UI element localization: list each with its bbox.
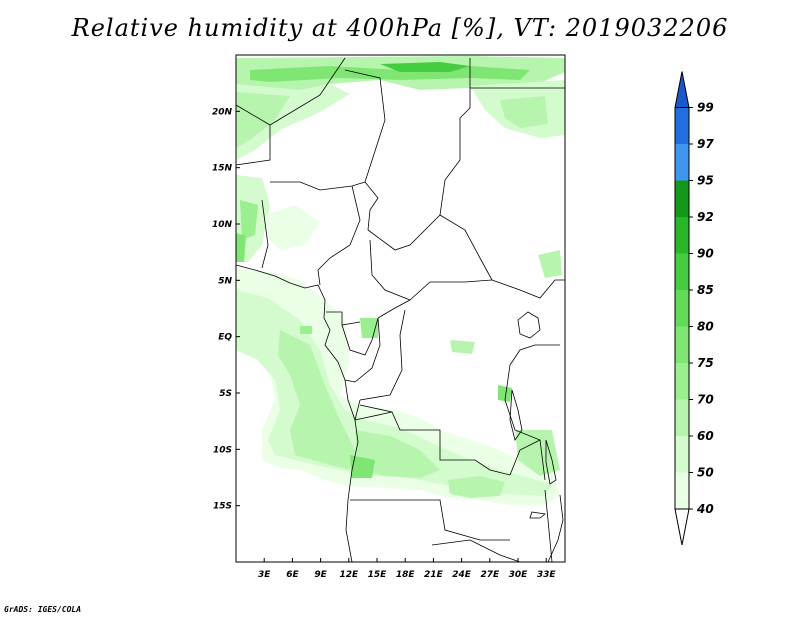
colorbar-label: 95 xyxy=(697,174,714,188)
map-frame xyxy=(235,54,566,563)
lon-tick-label: 33E xyxy=(537,570,557,580)
colorbar-segment xyxy=(675,326,689,363)
lon-tick-label: 21E xyxy=(424,570,444,580)
lon-tick-label: 24E xyxy=(452,570,472,580)
coastline xyxy=(547,494,564,563)
lon-tick-label: 6E xyxy=(286,570,299,580)
colorbar-label: 85 xyxy=(697,283,714,297)
lat-tick-label: 5S xyxy=(219,389,232,399)
lon-tick-label: 12E xyxy=(339,570,359,580)
lat-tick-label: 15S xyxy=(213,502,232,512)
humidity-area xyxy=(498,385,512,402)
lon-tick-label: 27E xyxy=(480,570,500,580)
colorbar-label: 97 xyxy=(697,137,714,151)
colorbar-segment xyxy=(675,436,689,473)
lake xyxy=(529,511,546,519)
humidity-area xyxy=(240,200,258,240)
humidity-area xyxy=(350,455,375,478)
colorbar-segment xyxy=(675,472,689,509)
colorbar-segment xyxy=(675,180,689,217)
humidity-area xyxy=(538,250,562,278)
humidity-shading xyxy=(236,56,565,505)
lon-tick-label: 3E xyxy=(258,570,271,580)
lon-tick-label: 30E xyxy=(509,570,529,580)
colorbar-lower-extend xyxy=(674,508,690,546)
lat-tick-label: EQ xyxy=(218,333,232,343)
humidity-area xyxy=(500,96,548,128)
country-borders xyxy=(235,57,565,563)
colorbar-segment xyxy=(675,253,689,290)
humidity-area xyxy=(450,340,475,354)
colorbar-upper-extend xyxy=(674,71,690,108)
lon-tick-label: 15E xyxy=(368,570,388,580)
humidity-area xyxy=(250,66,530,82)
longitude-axis: 3E 6E 9E 12E 15E 18E 21E 24E 27E 30E 33E xyxy=(258,558,556,580)
humidity-area xyxy=(515,430,560,476)
lon-tick-label: 9E xyxy=(314,570,327,580)
colorbar-label: 99 xyxy=(697,101,714,115)
humidity-area xyxy=(300,326,312,334)
lake xyxy=(509,389,523,441)
colorbar-label: 92 xyxy=(697,210,714,224)
colorbar-segment xyxy=(675,290,689,327)
colorbar-label: 75 xyxy=(697,356,714,370)
colorbar-label: 50 xyxy=(697,466,714,480)
latitude-axis: 20N 15N 10N 5N EQ 5S 10S 15S xyxy=(212,107,240,512)
colorbar-segment xyxy=(675,399,689,436)
humidity-area xyxy=(380,62,470,72)
lat-tick-label: 10S xyxy=(213,445,232,455)
humidity-area xyxy=(236,92,290,148)
lat-tick-label: 5N xyxy=(218,276,232,286)
coastline xyxy=(235,264,359,563)
lat-tick-label: 10N xyxy=(212,220,233,230)
lat-tick-label: 20N xyxy=(212,107,233,117)
lon-tick-label: 18E xyxy=(396,570,416,580)
humidity-area xyxy=(355,430,440,478)
humidity-area xyxy=(278,330,355,470)
map-title: Relative humidity at 400hPa [%], VT: 201… xyxy=(71,14,729,42)
colorbar-label: 80 xyxy=(697,320,714,334)
colorbar-label: 90 xyxy=(697,247,714,261)
lake xyxy=(545,439,557,485)
credit-label: GrADS: IGES/COLA xyxy=(4,605,82,614)
colorbar-segment xyxy=(675,144,689,181)
colorbar-label: 70 xyxy=(697,393,714,407)
lat-tick-label: 15N xyxy=(212,164,233,174)
color-legend: 40 50 60 70 75 80 85 90 92 95 97 99 xyxy=(674,71,714,546)
lake xyxy=(517,311,541,339)
colorbar-segment xyxy=(675,107,689,144)
colorbar-label: 60 xyxy=(697,429,714,443)
colorbar-segment xyxy=(675,217,689,254)
colorbar-label: 40 xyxy=(696,502,714,516)
humidity-area xyxy=(448,476,505,498)
colorbar-segment xyxy=(675,363,689,400)
humidity-area xyxy=(265,205,320,250)
humidity-area xyxy=(236,233,246,262)
